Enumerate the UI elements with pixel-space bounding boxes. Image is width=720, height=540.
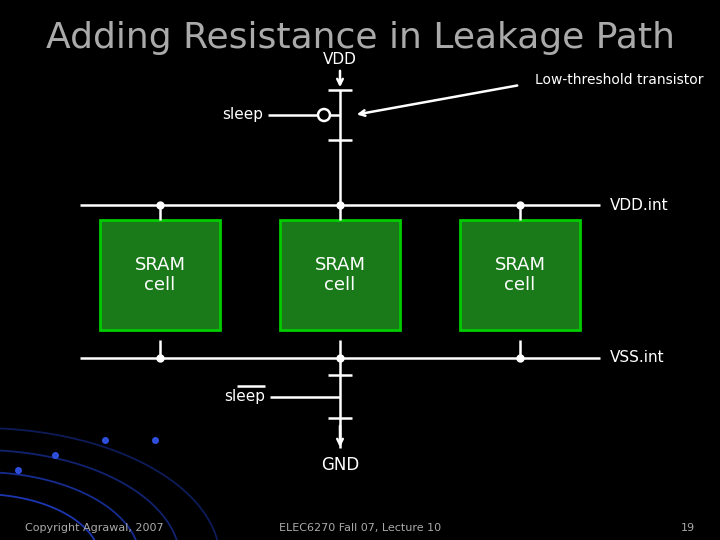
Text: Low-threshold transistor: Low-threshold transistor [535,73,703,87]
Text: VDD: VDD [323,52,357,68]
Bar [460,220,580,330]
Bar [100,220,220,330]
Text: SRAM
cell: SRAM cell [315,255,366,294]
Text: SRAM
cell: SRAM cell [495,255,546,294]
Text: Adding Resistance in Leakage Path: Adding Resistance in Leakage Path [45,21,675,55]
Text: Copyright Agrawal, 2007: Copyright Agrawal, 2007 [25,523,163,533]
Text: VDD.int: VDD.int [610,198,669,213]
Text: sleep: sleep [224,389,265,404]
Bar [280,220,400,330]
Text: sleep: sleep [222,107,263,123]
Text: VSS.int: VSS.int [610,350,665,366]
Text: ELEC6270 Fall 07, Lecture 10: ELEC6270 Fall 07, Lecture 10 [279,523,441,533]
Text: SRAM
cell: SRAM cell [135,255,186,294]
Text: GND: GND [321,456,359,474]
Text: 19: 19 [681,523,695,533]
